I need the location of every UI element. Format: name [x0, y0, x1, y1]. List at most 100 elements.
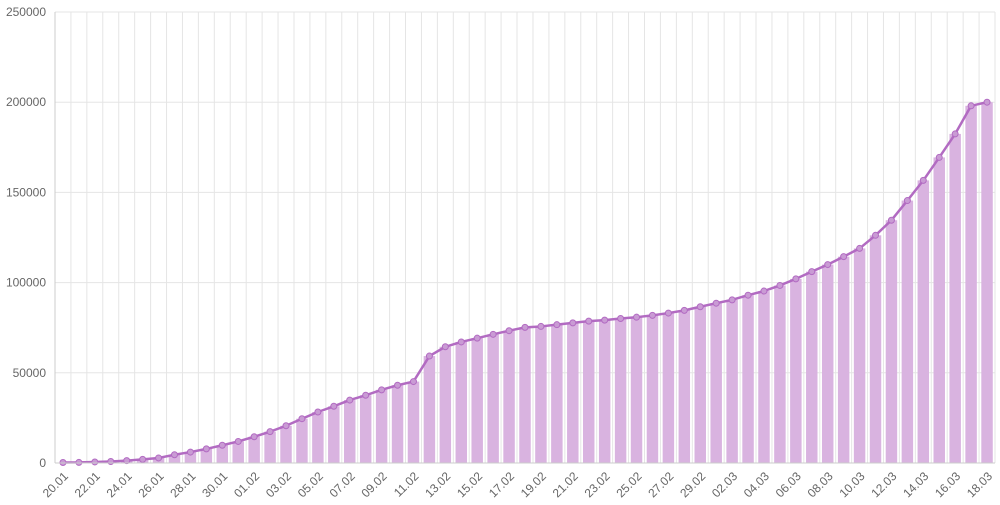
- x-tick-label: 24.01: [104, 469, 135, 500]
- bar: [694, 306, 706, 463]
- data-point: [569, 319, 577, 327]
- data-point: [170, 451, 178, 459]
- data-point: [919, 176, 927, 184]
- bar: [853, 248, 866, 463]
- data-point: [983, 98, 991, 106]
- data-point: [680, 306, 688, 314]
- bar: [535, 326, 547, 463]
- x-tick-label: 02.03: [709, 469, 740, 500]
- bar: [630, 317, 643, 463]
- x-tick-label: 27.02: [645, 469, 676, 500]
- data-point: [441, 343, 449, 351]
- bar: [264, 431, 276, 463]
- bar: [965, 105, 977, 463]
- x-tick-label: 15.02: [454, 469, 485, 500]
- x-tick-label: 09.02: [359, 469, 390, 500]
- data-point: [59, 458, 67, 466]
- data-point: [521, 323, 529, 331]
- x-tick-label: 20.01: [40, 469, 71, 500]
- data-point: [186, 448, 194, 456]
- data-point: [887, 216, 895, 224]
- data-point: [872, 231, 880, 239]
- x-tick-label: 05.02: [295, 469, 326, 500]
- bar: [551, 324, 563, 463]
- data-point: [330, 402, 338, 410]
- y-tick-label: 50000: [13, 366, 47, 380]
- bar: [949, 133, 961, 464]
- x-tick-label: 10.03: [837, 469, 868, 500]
- y-axis: 0 50000 100000 150000 200000 250000: [6, 5, 56, 470]
- bar: [455, 341, 468, 463]
- y-tick-label: 0: [39, 456, 46, 470]
- x-tick-label: 26.01: [135, 469, 166, 500]
- data-point: [664, 309, 672, 317]
- bar: [168, 454, 181, 463]
- grid: [54, 11, 996, 464]
- data-point: [760, 287, 768, 295]
- data-point: [91, 458, 99, 466]
- bar: [837, 256, 850, 463]
- x-tick-label: 08.03: [805, 469, 836, 500]
- bar: [391, 385, 404, 463]
- data-point: [617, 315, 625, 323]
- data-point: [202, 445, 210, 453]
- data-point: [346, 396, 354, 404]
- data-point: [951, 130, 959, 138]
- data-point: [840, 253, 848, 261]
- x-tick-label: 18.03: [964, 469, 995, 500]
- data-point: [585, 317, 593, 325]
- bar: [821, 264, 834, 463]
- bar: [614, 318, 627, 463]
- x-tick-label: 01.02: [231, 469, 262, 500]
- x-tick-label: 03.02: [263, 469, 294, 500]
- bar: [806, 271, 818, 463]
- bar: [774, 285, 786, 463]
- x-tick-label: 17.02: [486, 469, 517, 500]
- bar: [646, 315, 659, 463]
- x-tick-label: 29.02: [677, 469, 708, 500]
- bar: [742, 295, 754, 463]
- x-tick-label: 07.02: [327, 469, 358, 500]
- data-point: [505, 327, 513, 335]
- data-point: [537, 322, 545, 330]
- data-point: [633, 313, 641, 321]
- x-tick-label: 21.02: [550, 469, 581, 500]
- data-point: [903, 197, 911, 205]
- data-point: [139, 455, 147, 463]
- bar: [296, 418, 308, 463]
- data-point: [601, 316, 609, 324]
- x-tick-label: 16.03: [932, 469, 963, 500]
- data-point: [776, 281, 784, 289]
- bar: [869, 235, 882, 463]
- x-tick-label: 23.02: [582, 469, 613, 500]
- bar: [567, 322, 579, 463]
- data-point: [489, 330, 497, 338]
- bar: [471, 338, 483, 463]
- data-point: [409, 378, 417, 386]
- data-point: [808, 268, 816, 276]
- x-tick-label: 22.01: [72, 469, 103, 500]
- bar: [933, 157, 945, 464]
- data-point: [155, 454, 163, 462]
- bar: [503, 330, 515, 463]
- bar: [248, 436, 260, 463]
- data-point: [967, 102, 975, 110]
- bar: [423, 356, 436, 463]
- data-point: [282, 422, 290, 430]
- x-tick-label: 14.03: [900, 469, 931, 500]
- bar: [917, 180, 930, 463]
- data-point: [935, 153, 943, 161]
- data-point: [218, 441, 226, 449]
- data-point: [792, 275, 800, 283]
- bar: [328, 406, 340, 463]
- data-point: [266, 428, 274, 436]
- bar: [885, 220, 898, 463]
- data-point: [75, 458, 83, 466]
- data-point: [824, 261, 832, 269]
- bar: [200, 448, 213, 463]
- bar: [726, 299, 738, 463]
- data-point: [314, 408, 322, 416]
- data-point: [696, 303, 704, 311]
- data-point: [473, 334, 481, 342]
